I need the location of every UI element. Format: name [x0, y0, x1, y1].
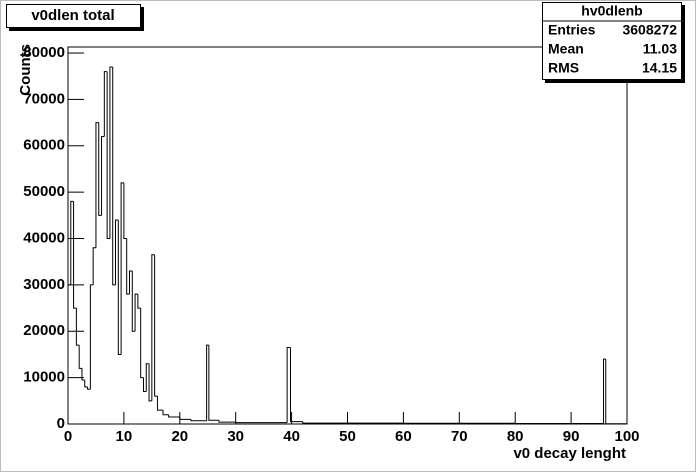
x-tick-label: 60: [395, 428, 412, 445]
histogram-bin: [603, 358, 606, 424]
histogram-bin: [190, 419, 207, 422]
histogram-bin: [67, 284, 71, 424]
histogram-bin: [140, 308, 144, 379]
y-tick-label: 40000: [23, 229, 65, 246]
histogram-bin: [154, 254, 158, 397]
y-tick-label: 80000: [23, 44, 65, 61]
title-box: [6, 4, 141, 28]
histogram-bin: [156, 396, 164, 411]
histogram-bin: [208, 345, 219, 421]
stats-box: [542, 2, 682, 80]
y-tick-label: 50000: [23, 183, 65, 200]
histogram-bin: [75, 308, 80, 346]
histogram-bin: [120, 182, 124, 355]
histogram-bin: [106, 71, 110, 240]
histogram-bin: [142, 377, 147, 393]
stats-value: 11.03: [643, 41, 677, 57]
y-tick-label: 10000: [23, 369, 65, 386]
histogram-bin: [109, 66, 113, 239]
chart-title: v0dlen total: [31, 7, 114, 24]
y-tick-label: 60000: [23, 137, 65, 154]
histogram-bin: [103, 71, 108, 137]
histogram-bin: [101, 135, 105, 216]
histogram-bin: [302, 421, 404, 424]
histogram-bin: [112, 66, 116, 286]
stats-label: RMS: [548, 60, 579, 76]
x-tick-label: 80: [507, 428, 524, 445]
x-tick-label: 20: [171, 428, 188, 445]
histogram-bin: [84, 379, 88, 388]
histogram-bin: [131, 270, 136, 332]
histogram-bin: [81, 368, 85, 381]
histogram-bin: [218, 420, 236, 423]
y-axis-label: Counts: [17, 44, 34, 96]
histogram-bin: [98, 122, 102, 216]
histogram-bin: [162, 410, 169, 416]
y-tick-label: 70000: [23, 90, 65, 107]
stats-label: Entries: [548, 22, 596, 38]
x-tick-label: 90: [563, 428, 580, 445]
histogram-bin: [137, 294, 141, 309]
histogram-bin: [89, 284, 94, 390]
y-tick-label: 30000: [23, 276, 65, 293]
histogram-bin: [123, 182, 127, 240]
histogram-bin: [70, 200, 74, 285]
y-tick-label: 0: [57, 415, 65, 432]
stats-value: 3608272: [622, 22, 677, 38]
x-tick-label: 40: [283, 428, 300, 445]
stats-title: hv0dlenb: [581, 3, 642, 19]
x-axis-label: v0 decay lenght: [513, 445, 626, 462]
histogram-bin: [286, 346, 291, 423]
histogram-bin: [289, 347, 303, 423]
x-tick-label: 70: [451, 428, 468, 445]
histogram-bin: [87, 386, 91, 390]
histogram-bin: [179, 417, 191, 420]
histogram-bin: [151, 254, 155, 401]
histogram-bin: [126, 238, 130, 295]
histogram-bin: [128, 270, 133, 295]
histogram-bin: [148, 363, 152, 402]
x-tick-label: 50: [339, 428, 356, 445]
stats-label: Mean: [548, 41, 584, 57]
x-tick-label: 10: [116, 428, 133, 445]
histogram-bin: [605, 359, 628, 425]
y-tick-label: 20000: [23, 322, 65, 339]
histogram-bin: [168, 414, 180, 418]
histogram-bin: [115, 219, 119, 285]
stats-value: 14.15: [642, 60, 677, 76]
histogram-bin: [206, 344, 209, 421]
x-tick-label: 30: [227, 428, 244, 445]
histogram-bin: [78, 345, 82, 369]
frame: [67, 46, 628, 425]
histogram-bin: [73, 201, 77, 309]
histogram-bin: [134, 293, 138, 332]
histogram-bin: [95, 122, 99, 248]
x-tick-label: 0: [64, 428, 72, 445]
histogram-bin: [145, 363, 150, 392]
histogram-bin: [117, 219, 122, 355]
x-tick-label: 100: [614, 428, 639, 445]
histogram-bin: [92, 247, 96, 285]
